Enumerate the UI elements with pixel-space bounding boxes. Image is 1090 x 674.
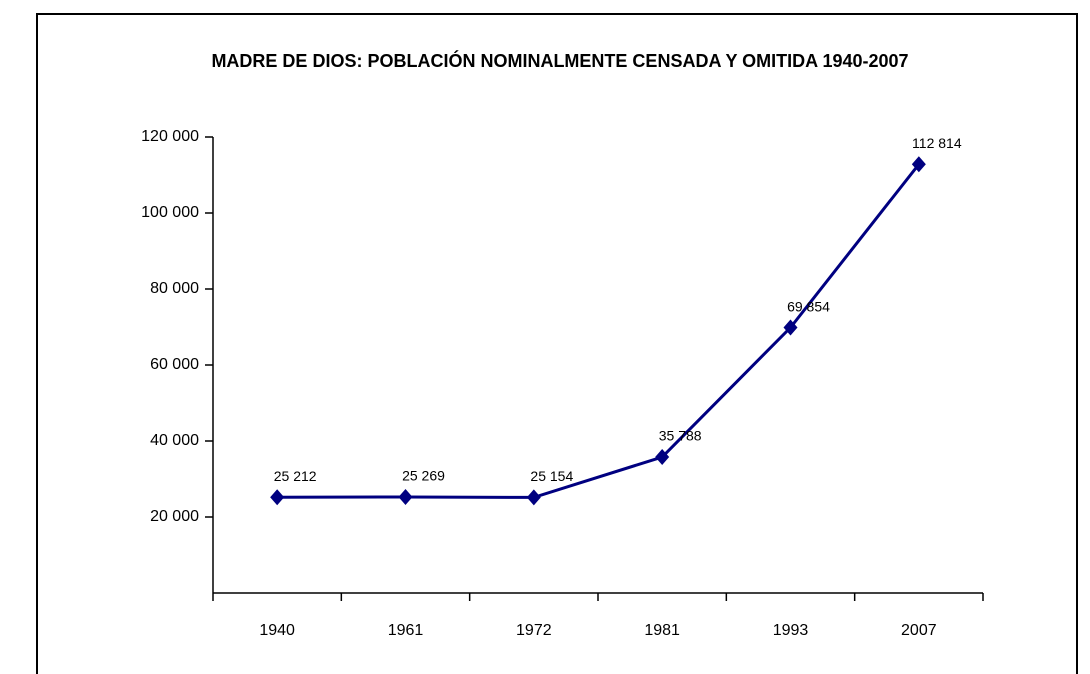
frame [36,13,1078,674]
x-tick-label: 1972 [516,622,552,639]
data-label: 25 154 [530,468,573,484]
marker [270,489,285,506]
marker [911,156,926,173]
data-label: 25 212 [274,468,317,484]
data-label: 112 814 [912,135,962,151]
y-tick-label: 40 000 [150,432,199,449]
x-tick-label: 2007 [901,622,937,639]
marker [783,319,798,336]
data-label: 25 269 [402,468,445,484]
chart-title: MADRE DE DIOS: POBLACIÓN NOMINALMENTE CE… [211,50,908,71]
marker [398,488,413,505]
data-label: 69 854 [787,298,830,314]
x-tick-label: 1940 [259,622,295,639]
line [277,163,921,499]
marker [526,489,541,506]
x-tick-label: 1981 [644,622,680,639]
y-tick-label: 60 000 [150,356,199,373]
y-tick-label: 100 000 [141,204,199,221]
y-tick-label: 20 000 [150,508,199,525]
marker [655,449,670,466]
x-tick-label: 1961 [388,622,424,639]
data-label: 35 788 [659,428,702,444]
y-tick-label: 80 000 [150,280,199,297]
x-tick-label: 1993 [773,622,809,639]
y-tick-label: 120 000 [141,128,199,145]
